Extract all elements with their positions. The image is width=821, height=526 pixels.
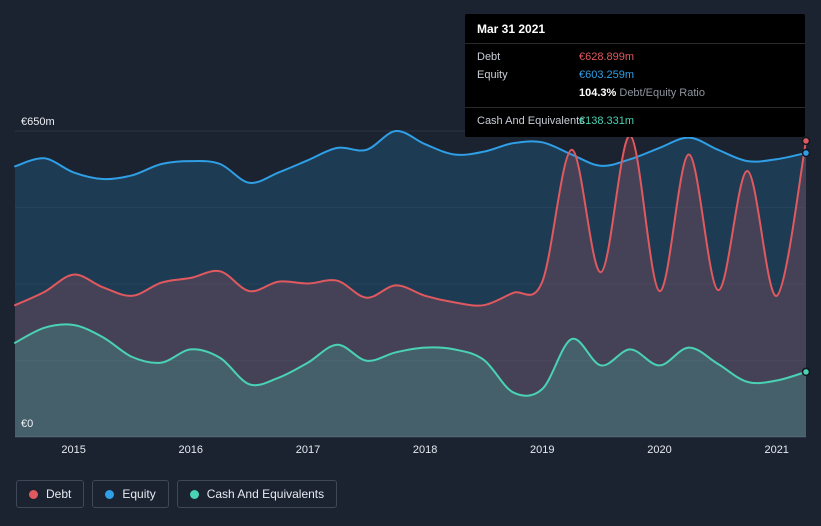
equity-area [15,130,806,438]
tooltip-cash-label: Cash And Equivalents [477,115,585,127]
tooltip-cash-row: Cash And Equivalents €138.331m [465,107,805,137]
x-axis-label-2018: 2018 [413,444,437,456]
legend-item-equity[interactable]: Equity [92,480,169,508]
y-axis-label-top: €650m [21,116,55,128]
tooltip-cash-value: €138.331m [579,115,635,127]
tooltip-debt-value: €628.899m [579,51,635,63]
cash-and-equivalents-endpoint-dot [801,367,811,377]
x-axis-label-2021: 2021 [764,444,788,456]
debt-area [15,135,806,437]
cash-and-equivalents-line[interactable] [14,323,807,397]
tooltip-date: Mar 31 2021 [465,14,805,44]
chart-tooltip: Mar 31 2021 Debt €628.899m Equity €603.2… [465,14,805,137]
debt-line[interactable] [14,134,807,307]
x-axis-label-2015: 2015 [61,444,85,456]
tooltip-equity-row: Equity €603.259m [465,66,805,84]
equity-legend-dot-icon [105,489,115,499]
tooltip-ratio-percent: 104.3% [579,87,617,99]
legend-item-debt[interactable]: Debt [16,480,85,508]
debt-legend-dot-icon [29,489,38,499]
tooltip-debt-row: Debt €628.899m [465,44,805,66]
y-axis-label-bottom: €0 [21,418,34,430]
x-axis-label-2020: 2020 [647,444,671,456]
tooltip-equity-label: Equity [477,69,508,81]
tooltip-ratio-row: 104.3% Debt/Equity Ratio [465,84,805,102]
equity-endpoint-dot [801,148,811,158]
x-axis-label-2016: 2016 [179,444,203,456]
tooltip-debt-label: Debt [477,51,501,63]
cash-and-equivalents-area [15,324,806,437]
equity-line[interactable] [14,129,807,184]
chart-legend: Debt Equity Cash And Equivalents [16,480,338,508]
legend-item-cash[interactable]: Cash And Equivalents [176,480,338,508]
x-axis-label-2017: 2017 [296,444,320,456]
legend-equity-label: Equity [122,487,156,501]
legend-cash-label: Cash And Equivalents [206,487,325,501]
x-axis-label-2019: 2019 [530,444,554,456]
tooltip-ratio-value: 104.3% Debt/Equity Ratio [579,87,793,99]
legend-debt-label: Debt [46,487,72,501]
cash-legend-dot-icon [189,489,199,499]
tooltip-ratio-text: Debt/Equity Ratio [619,87,705,99]
tooltip-equity-value: €603.259m [579,69,635,81]
debt-endpoint-dot [801,136,811,146]
